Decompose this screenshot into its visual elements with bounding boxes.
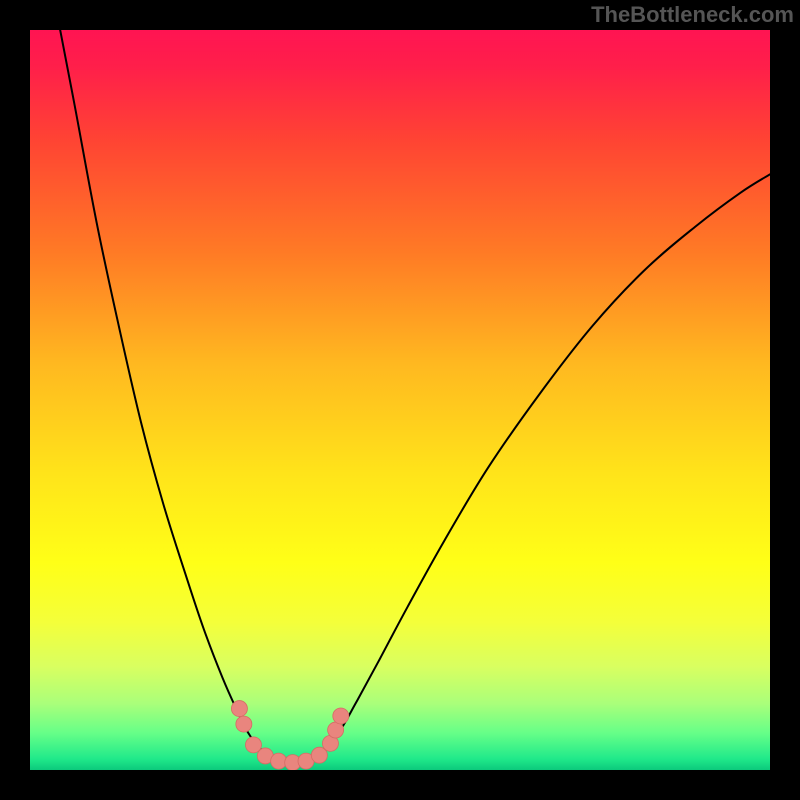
chart-plot-bg xyxy=(30,30,770,770)
bottleneck-curve-chart xyxy=(0,0,800,800)
curve-marker xyxy=(328,722,344,738)
watermark-text: TheBottleneck.com xyxy=(591,2,794,28)
curve-marker xyxy=(231,701,247,717)
curve-marker xyxy=(236,716,252,732)
curve-marker xyxy=(271,753,287,769)
chart-container: TheBottleneck.com xyxy=(0,0,800,800)
curve-marker xyxy=(333,708,349,724)
